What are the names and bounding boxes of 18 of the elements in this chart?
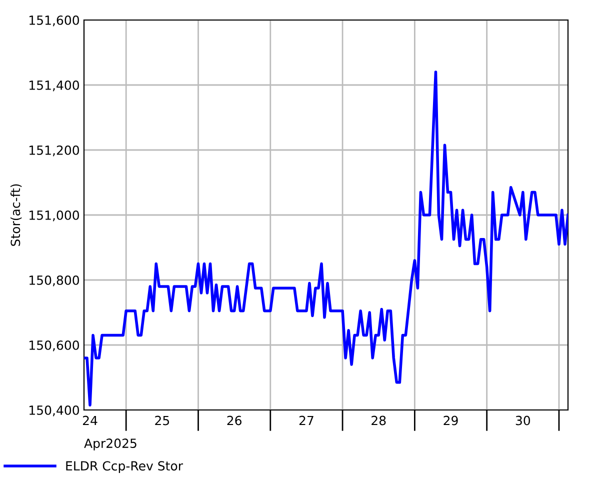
y-tick-label: 151,600	[30, 15, 80, 26]
x-tick-label: 28	[372, 416, 386, 426]
y-tick-label: 151,400	[30, 80, 80, 92]
x-axis-title: Apr2025	[84, 438, 136, 450]
y-tick-label: 151,000	[30, 210, 80, 222]
y-axis-title: Stor(ac-ft)	[10, 184, 22, 246]
x-tick-label: 30	[516, 416, 530, 426]
y-tick-label: 150,400	[30, 405, 80, 416]
x-tick-label: 24	[82, 416, 98, 426]
x-tick-label: 26	[227, 416, 242, 426]
y-tick-label: 150,800	[30, 275, 80, 286]
x-tick-label: 27	[299, 416, 314, 426]
line-series	[84, 70, 568, 407]
y-tick-label: 150,600	[30, 340, 80, 352]
x-tick-label: 29	[444, 416, 458, 426]
x-tick-label: 25	[155, 416, 170, 426]
y-tick-label: 151,200	[30, 145, 80, 156]
legend-label: ELDR Ccp-Rev Stor	[66, 461, 183, 473]
